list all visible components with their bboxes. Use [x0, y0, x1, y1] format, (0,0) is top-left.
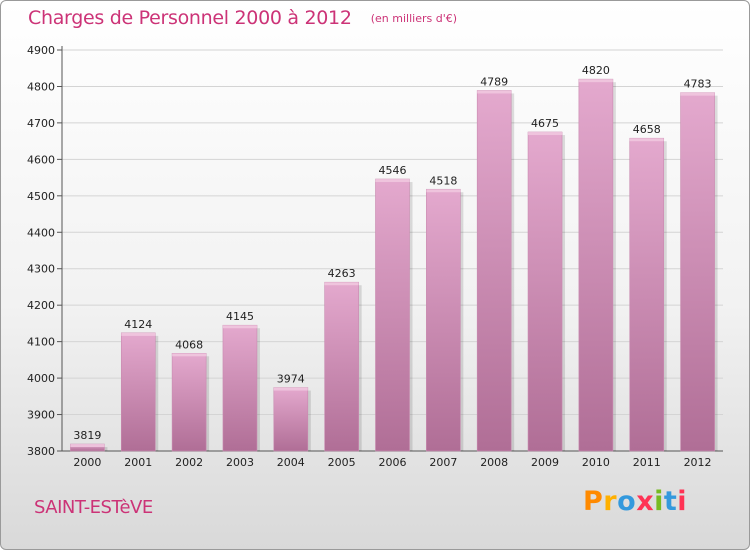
y-tick-label: 4200 — [27, 299, 55, 312]
bar-value-label: 3819 — [73, 429, 101, 442]
bar — [222, 324, 258, 452]
bar-value-label: 4675 — [531, 117, 559, 130]
bar-value-label: 4546 — [379, 164, 407, 177]
bars: 3819 4124 4068 4145 3974 4263 4546 4518 4789 4675… — [70, 64, 718, 452]
bar — [171, 353, 207, 452]
bar — [324, 281, 359, 452]
y-tick-label: 4400 — [27, 226, 55, 239]
x-tick-label: 2000 — [73, 456, 101, 469]
commune-name: SAINT-ESTèVE — [34, 497, 153, 518]
x-tick-label: 2010 — [582, 456, 610, 469]
y-tick-label: 4800 — [27, 80, 55, 93]
bar — [680, 92, 715, 452]
chart-title: Charges de Personnel 2000 à 2012 — [28, 7, 352, 29]
bar — [426, 188, 461, 452]
bar — [375, 178, 410, 452]
bar-top-highlight — [528, 132, 563, 136]
bar-top-highlight — [477, 90, 512, 94]
logo-letter: r — [603, 486, 618, 517]
bar-top-highlight — [375, 179, 410, 183]
title-row: Charges de Personnel 2000 à 2012 (en mil… — [28, 7, 457, 29]
y-tick-label: 4700 — [27, 117, 55, 130]
bar-value-label: 4820 — [582, 64, 610, 77]
logo-letter: P — [583, 486, 604, 517]
bar — [527, 131, 563, 452]
y-tick-label: 4300 — [27, 263, 55, 276]
x-tick-label: 2003 — [226, 456, 254, 469]
bar-top-highlight — [578, 79, 613, 83]
bar-top-highlight — [629, 138, 664, 142]
bar-value-label: 4263 — [328, 267, 356, 280]
logo-letter: x — [636, 486, 655, 517]
bar-value-label: 4068 — [175, 338, 203, 351]
y-tick-label: 4000 — [27, 372, 55, 385]
bar — [476, 90, 512, 452]
bar-top-highlight — [680, 92, 715, 96]
bar-value-label: 4145 — [226, 310, 254, 323]
y-axis-ticks: 3800 3900 4000 4100 4200 4300 4400 4500 4600 4700… — [27, 44, 62, 458]
bar-value-label: 4124 — [124, 318, 152, 331]
bar-top-highlight — [222, 325, 257, 329]
logo-letter: i — [654, 486, 664, 517]
y-tick-label: 3800 — [27, 445, 55, 458]
x-tick-label: 2009 — [531, 456, 559, 469]
x-tick-label: 2007 — [429, 456, 457, 469]
x-tick-label: 2004 — [277, 456, 305, 469]
y-tick-label: 4900 — [27, 44, 55, 57]
x-tick-label: 2005 — [328, 456, 356, 469]
bar — [629, 137, 665, 452]
bar — [578, 78, 614, 452]
bar-top-highlight — [172, 353, 207, 357]
logo-letter: i — [677, 486, 688, 517]
bar — [273, 387, 309, 452]
bar-top-highlight — [324, 282, 359, 286]
bar-value-label: 4518 — [429, 174, 457, 187]
bar-top-highlight — [426, 189, 461, 193]
x-tick-label: 2001 — [124, 456, 152, 469]
bar-value-label: 4783 — [684, 78, 712, 91]
logo-letter: o — [617, 486, 637, 517]
x-tick-label: 2002 — [175, 456, 203, 469]
y-tick-label: 3900 — [27, 409, 55, 422]
y-tick-label: 4500 — [27, 190, 55, 203]
y-tick-label: 4100 — [27, 336, 55, 349]
bar-value-label: 4658 — [633, 123, 661, 136]
x-tick-label: 2006 — [379, 456, 407, 469]
bar-value-label: 4789 — [480, 75, 508, 88]
x-axis-ticks: 2000 2001 2002 2003 2004 2005 2006 2007 2008 2009… — [73, 456, 711, 469]
logo-letter: t — [663, 486, 678, 517]
chart-subtitle: (en milliers d'€) — [370, 12, 458, 25]
bar-top-highlight — [273, 387, 308, 391]
bar-value-label: 3974 — [277, 373, 305, 386]
x-tick-label: 2008 — [480, 456, 508, 469]
x-tick-label: 2011 — [633, 456, 661, 469]
y-tick-label: 4600 — [27, 153, 55, 166]
bar-top-highlight — [121, 332, 156, 336]
bar-top-highlight — [70, 444, 105, 448]
proxiti-logo[interactable]: Proxiti — [583, 486, 687, 517]
bar — [120, 332, 156, 452]
x-tick-label: 2012 — [684, 456, 712, 469]
